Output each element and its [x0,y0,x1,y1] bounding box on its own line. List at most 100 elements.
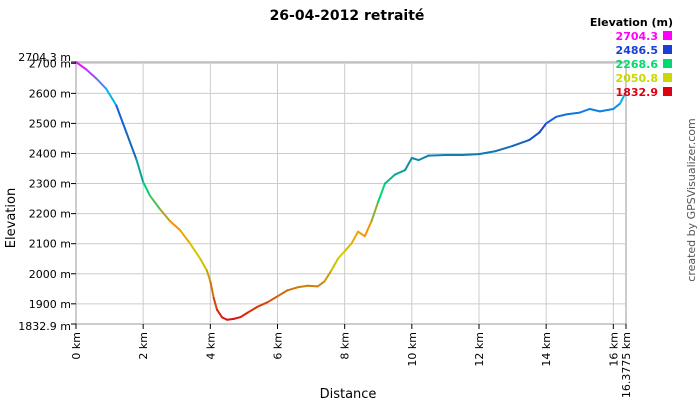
legend-swatch [663,73,672,82]
elevation-segment [511,138,531,147]
elevation-segment [158,208,172,223]
x-tick-label: 10 km [406,332,419,367]
y-tick-label: 2200 m [29,208,71,221]
x-tick-label: 12 km [473,332,486,367]
elevation-segment [148,194,161,211]
x-tick-label: 14 km [540,332,553,367]
elevation-segment [209,280,215,299]
elevation-segment [619,90,627,105]
elevation-segment [427,153,447,157]
elevation-segment [85,68,98,80]
elevation-segment [212,296,219,311]
elevation-segment [179,229,192,245]
elevation-segment [461,153,480,156]
elevation-segment [125,131,138,161]
elevation-segment [232,316,242,320]
y-tick-label: 2704.3 m [18,51,71,64]
elevation-segment [612,102,622,110]
elevation-segment [363,220,373,238]
credit-text: created by GPSVisualizer.com [685,118,698,281]
elevation-segment [286,286,299,292]
elevation-segment [336,250,346,260]
elevation-segment [383,173,397,185]
elevation-segment [555,113,568,118]
x-tick-label: 16.3775 km [620,332,633,398]
y-axis-label: Elevation [4,188,19,248]
legend-entry-label: 2268.6 [616,58,659,71]
elevation-segment [169,220,182,232]
elevation-segment [377,182,386,203]
elevation-segment [538,122,548,134]
x-tick-label: 2 km [137,332,150,360]
elevation-segment [323,269,333,283]
legend-swatch [663,59,672,68]
elevation-segment [545,115,558,125]
elevation-segment [588,107,601,113]
elevation-segment [75,61,88,71]
elevation-segment [404,157,413,172]
elevation-segment [598,107,615,113]
elevation-segment [565,111,581,116]
elevation-segment [350,230,360,245]
elevation-segment [246,305,259,314]
legend-title: Elevation (m) [590,16,673,29]
legend-entry-label: 2704.3 [616,30,658,43]
elevation-segment [216,308,224,319]
elevation-segment [316,280,326,288]
x-tick-label: 8 km [339,332,352,360]
y-tick-label: 2400 m [29,147,71,160]
legend-entry-label: 1832.9 [616,86,658,99]
x-tick-label: 6 km [271,332,284,360]
elevation-line [75,61,627,321]
elevation-segment [296,284,309,289]
elevation-segment [105,87,118,107]
elevation-segment [394,169,407,176]
y-tick-label: 2300 m [29,178,71,191]
x-axis-ticks: 0 km 2 km 4 km 6 km 8 km 10 km 12 km 14 km 16 km… [70,324,633,398]
y-tick-label: 1900 m [29,298,71,311]
legend-swatch [663,45,672,54]
elevation-segment [528,131,541,141]
elevation-segment [226,317,235,321]
elevation-segment [578,107,591,114]
elevation-segment [477,150,497,156]
legend-swatch [663,31,672,40]
elevation-segment [256,301,269,308]
elevation-segment [135,158,145,184]
x-tick-label: 16 km [607,332,620,367]
elevation-segment [410,157,420,162]
elevation-segment [276,289,289,298]
elevation-segment [306,284,319,288]
elevation-segment [95,77,108,90]
elevation-segment [330,257,339,272]
y-tick-label: 2100 m [29,238,71,251]
elevation-segment [239,311,249,319]
chart-title: 26-04-2012 retraité [270,8,425,24]
elevation-segment [266,295,279,304]
elevation-segment [189,242,202,260]
plot-area [75,61,627,325]
y-tick-label: 2500 m [29,117,71,130]
elevation-segment [494,144,514,153]
elevation-segment [370,200,380,223]
elevation-segment [142,181,151,197]
x-tick-label: 4 km [204,332,217,360]
legend: Elevation (m) 2704.32486.52268.62050.818… [590,16,673,99]
grid [75,61,627,325]
y-tick-label: 2000 m [29,268,71,281]
legend-swatch [663,87,672,96]
elevation-segment [357,230,366,238]
legend-entry-label: 2050.8 [616,72,658,85]
y-tick-label: 2700 m [29,57,71,70]
y-tick-label: 1832.9 m [18,320,71,333]
elevation-segment [343,242,353,253]
x-axis-label: Distance [320,387,377,400]
elevation-segment [205,269,212,283]
elevation-segment [199,257,208,272]
elevation-segment [115,104,128,134]
x-tick-label: 0 km [70,332,83,360]
elevation-segment [417,154,430,162]
y-tick-label: 2600 m [29,87,71,100]
